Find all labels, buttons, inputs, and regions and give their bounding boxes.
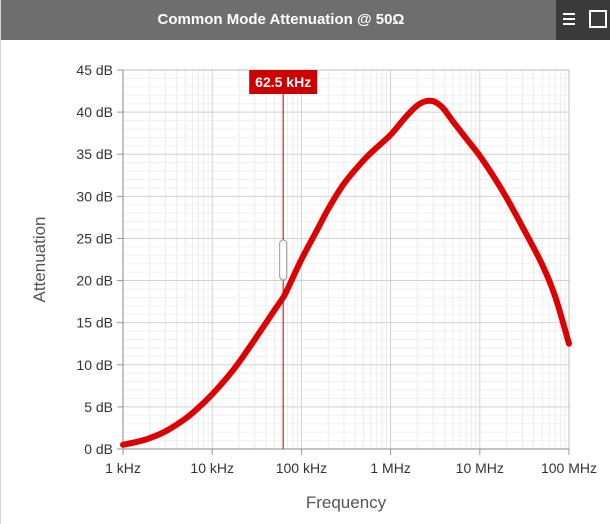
x-tick-label: 1 kHz [105,460,141,476]
y-tick-label: 15 dB [76,315,113,331]
x-tick-label: 10 kHz [190,460,234,476]
marker-drag-handle[interactable] [279,239,288,281]
chart-toolbar [556,0,610,40]
y-tick-label: 0 dB [84,441,113,457]
tick-labels: 1 kHz 10 kHz 100 kHz 1 MHz 10 MHz 100 MHz 0 dB… [76,62,597,476]
y-axis-label: Attenuation [30,216,49,302]
x-tick-label: 100 kHz [276,460,327,476]
y-tick-label: 35 dB [76,146,113,162]
chart-header: Common Mode Attenuation @ 50Ω [1,0,610,40]
y-tick-label: 20 dB [76,273,113,289]
axes [117,69,570,455]
y-tick-label: 25 dB [76,230,113,246]
y-tick-label: 30 dB [76,188,113,204]
x-tick-label: 1 MHz [370,460,410,476]
frequency-marker[interactable]: 62.5 kHz [249,70,318,449]
major-grid [122,69,570,450]
chart-title: Common Mode Attenuation @ 50Ω [157,11,405,28]
hamburger-menu-icon[interactable] [563,13,575,25]
series-layer [120,97,572,448]
minor-grid [123,70,569,449]
x-tick-label: 10 MHz [456,460,504,476]
fullscreen-icon[interactable] [589,10,607,28]
marker-label: 62.5 kHz [255,74,311,90]
y-tick-label: 5 dB [84,399,113,415]
attenuation-series-line [120,97,572,448]
y-tick-label: 40 dB [76,104,113,120]
x-axis-label: Frequency [306,493,387,512]
y-tick-label: 45 dB [76,62,113,78]
y-tick-label: 10 dB [76,357,113,373]
plot-frame [122,69,570,450]
x-tick-label: 100 MHz [541,460,597,476]
marker-label-box [249,70,318,94]
